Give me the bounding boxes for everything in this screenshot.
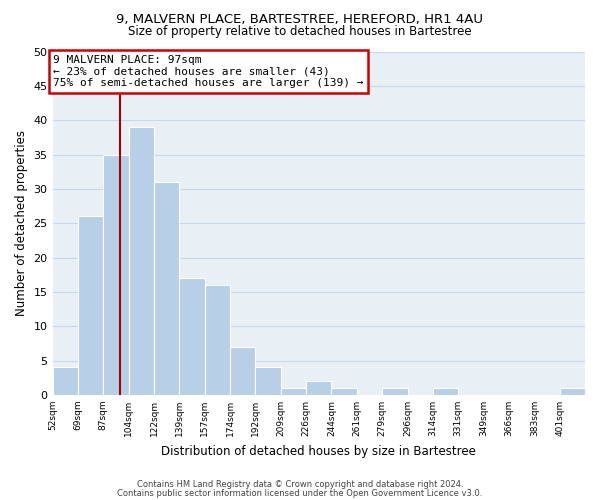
Text: Contains public sector information licensed under the Open Government Licence v3: Contains public sector information licen… (118, 488, 482, 498)
X-axis label: Distribution of detached houses by size in Bartestree: Distribution of detached houses by size … (161, 444, 476, 458)
Bar (382, 388, 407, 395)
Bar (78, 216, 103, 395)
Bar (205, 285, 230, 395)
Bar (306, 381, 331, 395)
Bar (103, 154, 128, 395)
Bar (331, 388, 357, 395)
Bar (433, 388, 458, 395)
Bar (154, 182, 179, 395)
Bar (53, 368, 78, 395)
Bar (128, 127, 154, 395)
Text: 9, MALVERN PLACE, BARTESTREE, HEREFORD, HR1 4AU: 9, MALVERN PLACE, BARTESTREE, HEREFORD, … (116, 12, 484, 26)
Y-axis label: Number of detached properties: Number of detached properties (15, 130, 28, 316)
Bar (179, 278, 205, 395)
Text: 9 MALVERN PLACE: 97sqm
← 23% of detached houses are smaller (43)
75% of semi-det: 9 MALVERN PLACE: 97sqm ← 23% of detached… (53, 55, 364, 88)
Bar (256, 368, 281, 395)
Bar (281, 388, 306, 395)
Bar (560, 388, 585, 395)
Text: Contains HM Land Registry data © Crown copyright and database right 2024.: Contains HM Land Registry data © Crown c… (137, 480, 463, 489)
Text: Size of property relative to detached houses in Bartestree: Size of property relative to detached ho… (128, 25, 472, 38)
Bar (230, 347, 256, 395)
